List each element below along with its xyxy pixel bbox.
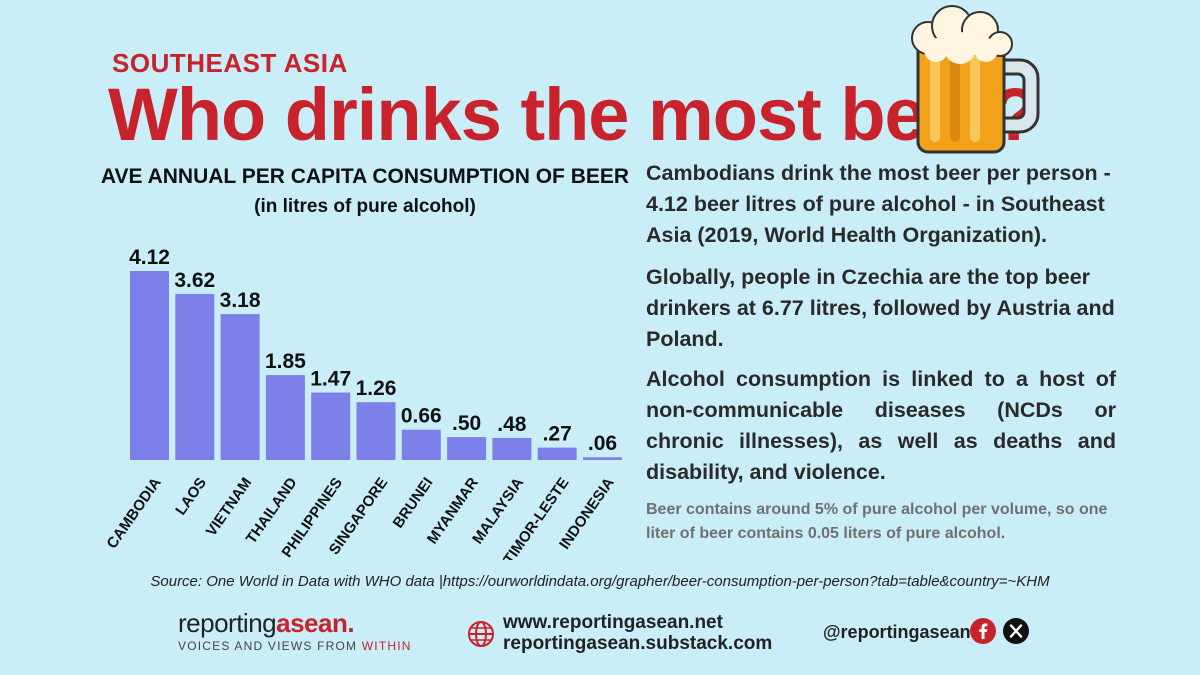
value-label: 3.62 [174, 269, 215, 292]
bar-laos [175, 293, 215, 460]
website-links: www.reportingasean.net reportingasean.su… [503, 612, 772, 654]
globe-icon [468, 621, 494, 647]
category-label: CAMBODIA [104, 474, 165, 551]
value-label: 1.85 [265, 350, 306, 373]
tagline-part: VOICES AND VIEWS FROM [178, 639, 362, 653]
footnote: Beer contains around 5% of pure alcohol … [646, 501, 1108, 542]
paragraph-cambodia: Cambodians drink the most beer per perso… [646, 161, 1111, 247]
x-icon[interactable] [1003, 618, 1029, 644]
paragraph-health: Alcohol consumption is linked to a host … [646, 367, 1116, 484]
bar-philippines [311, 392, 351, 460]
substack-link[interactable]: reportingasean.substack.com [503, 633, 773, 654]
category-label: LAOS [172, 475, 210, 519]
bar-brunei [401, 429, 441, 460]
value-label: .06 [588, 432, 617, 455]
value-label: .27 [543, 423, 572, 446]
brand-name-accent: asean. [276, 608, 355, 638]
beer-mug-icon [911, 5, 1040, 154]
value-label: .50 [452, 412, 481, 435]
bar-vietnam [220, 314, 260, 460]
bar-cambodia [130, 271, 169, 460]
value-label: .48 [497, 413, 527, 436]
paragraph-global: Globally, people in Czechia are the top … [646, 265, 1115, 351]
value-label: 4.12 [129, 246, 170, 269]
bar-singapore [356, 402, 396, 460]
website-link[interactable]: www.reportingasean.net [503, 612, 723, 633]
brand-logo: reportingasean. VOICES AND VIEWS FROM WI… [178, 608, 412, 653]
value-label: 3.18 [220, 289, 261, 312]
category-label: BRUNEI [390, 475, 437, 532]
bar-chart: 4.12CAMBODIA3.62LAOS3.18VIETNAM1.85THAIL… [104, 246, 622, 560]
social-handle[interactable]: @reportingasean [823, 622, 971, 642]
source-line: Source: One World in Data with WHO data … [150, 573, 1050, 590]
value-label: 1.47 [310, 368, 351, 391]
bar-malaysia [492, 437, 532, 460]
kicker: SOUTHEAST ASIA [112, 48, 348, 78]
brand-name: reportingasean. [178, 608, 412, 639]
tagline-accent: WITHIN [361, 639, 412, 653]
chart-title: AVE ANNUAL PER CAPITA CONSUMPTION OF BEE… [100, 165, 630, 188]
bar-indonesia [583, 457, 622, 460]
facebook-icon[interactable] [970, 618, 996, 644]
bar-myanmar [447, 437, 487, 460]
bar-thailand [265, 375, 305, 460]
bar-timor-leste [537, 447, 577, 460]
page-title: Who drinks the most beer? [108, 73, 1038, 156]
chart-subtitle: (in litres of pure alcohol) [254, 196, 476, 217]
value-label: 1.26 [356, 377, 397, 400]
brand-tagline: VOICES AND VIEWS FROM WITHIN [178, 639, 412, 653]
brand-name-part: reporting [178, 608, 277, 638]
value-label: 0.66 [401, 405, 442, 428]
